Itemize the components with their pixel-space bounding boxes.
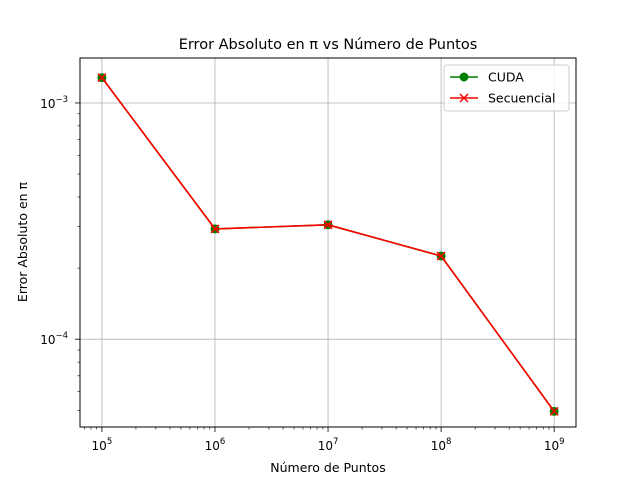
series-secuencial bbox=[97, 73, 559, 416]
minor-ticks bbox=[77, 113, 550, 430]
x-tick-label: 107 bbox=[318, 437, 339, 453]
x-tick-label: 108 bbox=[431, 437, 452, 453]
x-tick-label: 106 bbox=[205, 437, 226, 453]
data-point bbox=[549, 406, 559, 416]
legend-label: Secuencial bbox=[488, 91, 556, 106]
chart-title: Error Absoluto en π vs Número de Puntos bbox=[179, 37, 478, 53]
data-point bbox=[323, 220, 333, 230]
legend-marker bbox=[459, 72, 469, 82]
x-tick-label: 105 bbox=[92, 437, 113, 453]
y-tick-label: 10−3 bbox=[40, 95, 68, 111]
data-point bbox=[210, 224, 220, 234]
x-tick-label: 109 bbox=[544, 437, 565, 453]
plot-frame bbox=[79, 57, 577, 428]
tick-labels: 105 106 107 108 109 10−3 10−4 bbox=[40, 95, 564, 453]
legend-item-secuencial: Secuencial bbox=[450, 91, 556, 106]
x-axis-label: Número de Puntos bbox=[270, 460, 385, 475]
data-point bbox=[97, 73, 107, 83]
legend-marker bbox=[459, 93, 469, 103]
legend: CUDA Secuencial bbox=[443, 64, 570, 112]
y-axis-label: Error Absoluto en π bbox=[15, 181, 30, 302]
legend-label: CUDA bbox=[488, 70, 524, 85]
data-point bbox=[436, 251, 446, 261]
series-layer bbox=[97, 73, 559, 416]
legend-item-cuda: CUDA bbox=[450, 70, 524, 85]
grid bbox=[80, 58, 576, 427]
y-tick-label: 10−4 bbox=[40, 331, 68, 347]
